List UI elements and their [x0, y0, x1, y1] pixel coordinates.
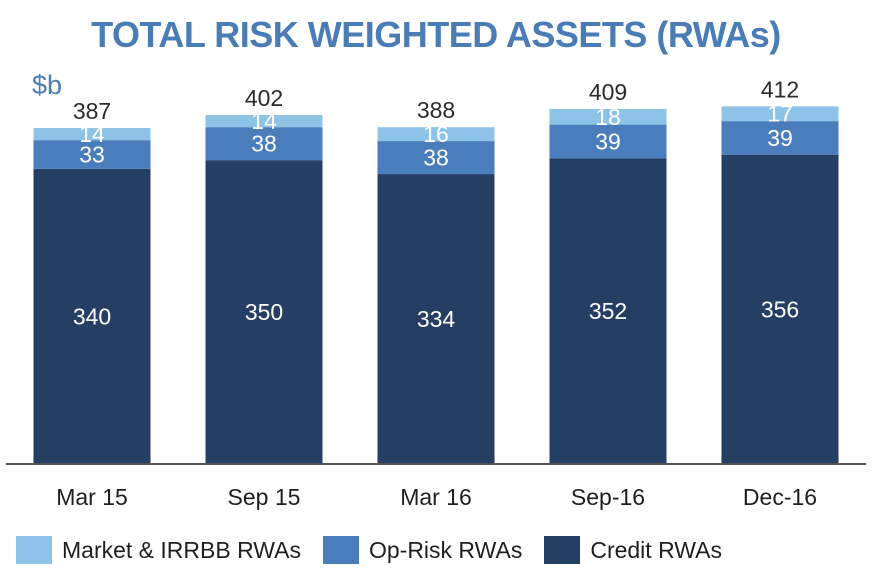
chart-legend: Market & IRRBB RWAs Op-Risk RWAs Credit …	[16, 536, 744, 564]
total-label: 402	[245, 85, 283, 111]
bar-segment	[721, 106, 839, 122]
x-tick-label: Sep-16	[571, 484, 645, 510]
legend-label-op-risk: Op-Risk RWAs	[368, 536, 523, 563]
data-label: 39	[767, 125, 793, 151]
legend-item-credit: Credit RWAs	[544, 536, 722, 564]
legend-item-op-risk: Op-Risk RWAs	[322, 536, 523, 564]
x-tick-label: Dec-16	[743, 484, 817, 510]
x-tick-label: Sep 15	[228, 484, 301, 510]
chart-title: TOTAL RISK WEIGHTED ASSETS (RWAs)	[91, 14, 781, 55]
data-label: 16	[423, 121, 449, 147]
total-label: 412	[761, 76, 799, 102]
bar-segment	[549, 124, 667, 159]
bar-segment	[205, 127, 323, 161]
bar-segment	[205, 160, 323, 464]
data-label: 14	[251, 108, 277, 134]
bar-segment	[377, 127, 495, 142]
legend-item-market: Market & IRRBB RWAs	[16, 536, 301, 564]
legend-swatch-credit	[544, 536, 581, 564]
x-tick-label: Mar 16	[400, 484, 472, 510]
bar-segment	[721, 154, 839, 464]
bar-segment	[33, 128, 151, 141]
unit-label: $b	[32, 70, 63, 100]
data-label: 340	[73, 303, 111, 329]
data-label: 38	[423, 145, 449, 171]
bar-segment	[205, 115, 323, 128]
legend-label-market: Market & IRRBB RWAs	[62, 536, 301, 563]
bar-segment	[377, 141, 495, 175]
bar-segment	[33, 168, 151, 464]
data-label: 38	[251, 131, 277, 157]
total-label: 388	[417, 97, 455, 123]
data-label: 14	[79, 121, 105, 147]
bar-segment	[721, 121, 839, 155]
data-label: 17	[767, 101, 793, 127]
data-label: 334	[417, 306, 456, 332]
data-label: 33	[79, 142, 105, 168]
bar-segment	[549, 108, 667, 125]
total-label: 409	[589, 79, 627, 105]
data-label: 350	[245, 299, 283, 325]
bar-segment	[377, 174, 495, 464]
legend-swatch-market	[16, 536, 52, 564]
bar-segment	[33, 140, 151, 169]
x-tick-label: Mar 15	[56, 484, 128, 510]
data-label: 39	[595, 129, 621, 155]
total-label: 387	[73, 98, 111, 124]
legend-swatch-op-risk	[322, 536, 359, 564]
bar-segment	[549, 158, 667, 465]
data-label: 352	[589, 298, 627, 324]
data-label: 18	[595, 104, 621, 130]
data-label: 356	[761, 296, 799, 322]
legend-label-credit: Credit RWAs	[590, 536, 722, 563]
